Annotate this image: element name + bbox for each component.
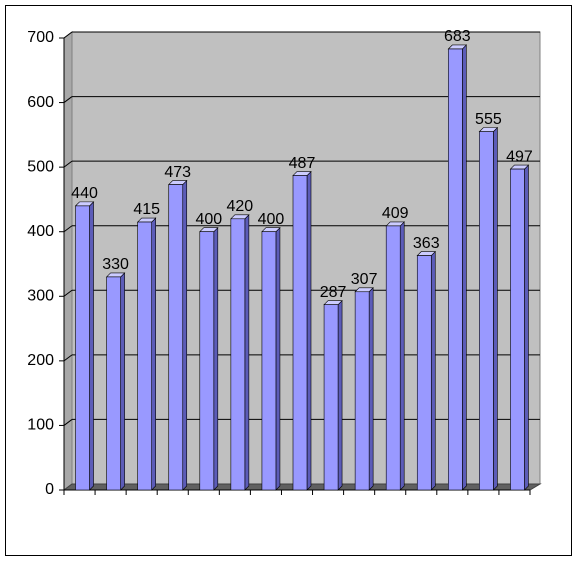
y-tick-label: 400 bbox=[27, 223, 54, 240]
bar bbox=[230, 218, 246, 491]
bar-side bbox=[182, 179, 188, 491]
data-label: 363 bbox=[413, 235, 440, 252]
data-label: 400 bbox=[195, 211, 222, 228]
y-tick-label: 700 bbox=[27, 29, 54, 46]
grid-line-side bbox=[63, 225, 73, 233]
grid-line-side bbox=[63, 31, 73, 39]
bar-side bbox=[493, 126, 498, 491]
bar-side bbox=[151, 217, 156, 491]
y-tick-label: 500 bbox=[27, 158, 54, 175]
y-tick-label: 600 bbox=[27, 94, 54, 111]
bar bbox=[137, 221, 152, 491]
data-label: 287 bbox=[320, 284, 347, 301]
data-label: 330 bbox=[102, 256, 129, 273]
data-label: 415 bbox=[133, 201, 160, 218]
y-tick-label: 200 bbox=[27, 352, 54, 369]
y-tick-label: 300 bbox=[27, 288, 54, 305]
grid-line-side bbox=[63, 354, 73, 362]
data-label: 420 bbox=[227, 198, 254, 215]
bar-side bbox=[275, 226, 281, 491]
bar bbox=[354, 291, 370, 491]
bar bbox=[448, 48, 463, 491]
data-label: 400 bbox=[258, 211, 285, 228]
bar-side bbox=[399, 221, 405, 491]
y-tick-label: 0 bbox=[45, 481, 54, 498]
bar bbox=[106, 276, 121, 491]
bar-side bbox=[368, 287, 374, 491]
data-label: 307 bbox=[351, 271, 378, 288]
data-label: 683 bbox=[444, 28, 471, 45]
bar bbox=[479, 131, 494, 491]
bar bbox=[168, 184, 184, 491]
data-label: 409 bbox=[382, 205, 409, 222]
bar-side bbox=[306, 170, 312, 491]
data-label: 555 bbox=[475, 111, 502, 128]
bar bbox=[292, 175, 308, 491]
bar bbox=[385, 225, 401, 491]
data-label: 473 bbox=[164, 164, 191, 181]
bar-side bbox=[213, 226, 219, 491]
bar-side bbox=[89, 201, 94, 491]
side-wall bbox=[63, 31, 73, 491]
bar bbox=[510, 168, 525, 491]
data-label: 487 bbox=[289, 155, 316, 172]
y-tick-label: 100 bbox=[27, 417, 54, 434]
grid-line-side bbox=[63, 160, 73, 168]
bar bbox=[323, 304, 339, 491]
bar-side bbox=[524, 164, 529, 491]
data-label: 497 bbox=[506, 148, 533, 165]
grid-line-side bbox=[63, 96, 73, 103]
bar-side bbox=[337, 299, 343, 491]
grid-line-side bbox=[63, 289, 73, 297]
grid-line-side bbox=[63, 419, 73, 426]
bar-side bbox=[120, 272, 125, 491]
bar-side bbox=[462, 44, 467, 491]
bar bbox=[75, 205, 90, 491]
bar-side bbox=[430, 250, 436, 491]
bar bbox=[199, 231, 215, 491]
bar bbox=[416, 255, 432, 491]
data-label: 440 bbox=[71, 185, 98, 202]
bar-side bbox=[244, 214, 250, 491]
bar bbox=[261, 231, 277, 491]
